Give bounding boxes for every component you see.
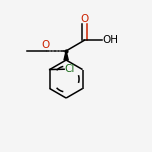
- Text: O: O: [80, 14, 88, 24]
- Polygon shape: [64, 51, 68, 60]
- Text: Cl: Cl: [65, 64, 75, 74]
- Text: O: O: [41, 40, 50, 50]
- Text: OH: OH: [103, 35, 119, 45]
